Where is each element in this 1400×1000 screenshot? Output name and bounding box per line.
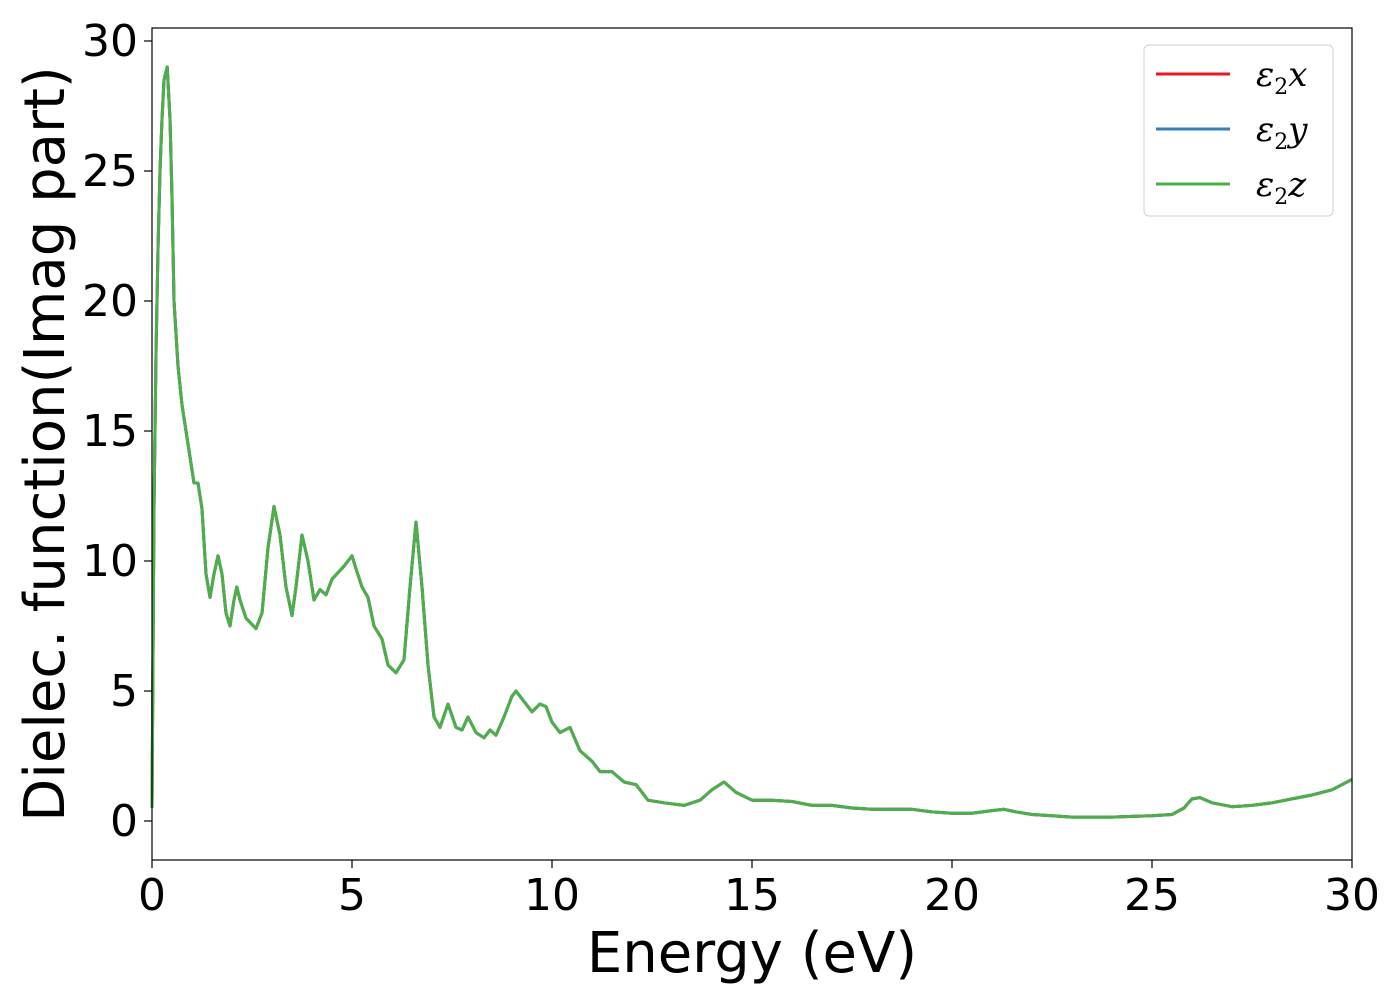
- y-tick-label: 10: [82, 536, 138, 587]
- x-tick-label: 15: [724, 870, 780, 921]
- y-tick-label: 25: [82, 146, 138, 197]
- y-tick-label: 30: [82, 16, 138, 67]
- x-tick-label: 0: [138, 870, 166, 921]
- x-tick-label: 5: [338, 870, 366, 921]
- y-tick-label: 20: [82, 276, 138, 327]
- legend: ε2x ε2y ε2z: [1143, 44, 1334, 217]
- x-tick-label: 20: [924, 870, 980, 921]
- legend-label-z: ε2z: [1256, 165, 1307, 210]
- x-tick-label: 25: [1124, 870, 1180, 921]
- x-tick-label: 10: [524, 870, 580, 921]
- x-axis-label: Energy (eV): [587, 921, 917, 986]
- y-tick-label: 0: [110, 796, 138, 847]
- legend-label-y: ε2y: [1256, 110, 1308, 155]
- series-layer: [150, 65, 1353, 819]
- y-tick-label: 15: [82, 406, 138, 457]
- x-axis: 0 5 10 15 20 25 30: [138, 860, 1380, 921]
- series-line-z: [150, 65, 1353, 819]
- y-tick-label: 5: [110, 666, 138, 717]
- x-tick-label: 30: [1324, 870, 1380, 921]
- y-axis-label: Dielec. function(Imag part): [13, 66, 78, 822]
- y-axis: 0 5 10 15 20 25 30: [82, 16, 152, 847]
- legend-box: [1143, 44, 1334, 217]
- legend-label-x: ε2x: [1256, 55, 1307, 100]
